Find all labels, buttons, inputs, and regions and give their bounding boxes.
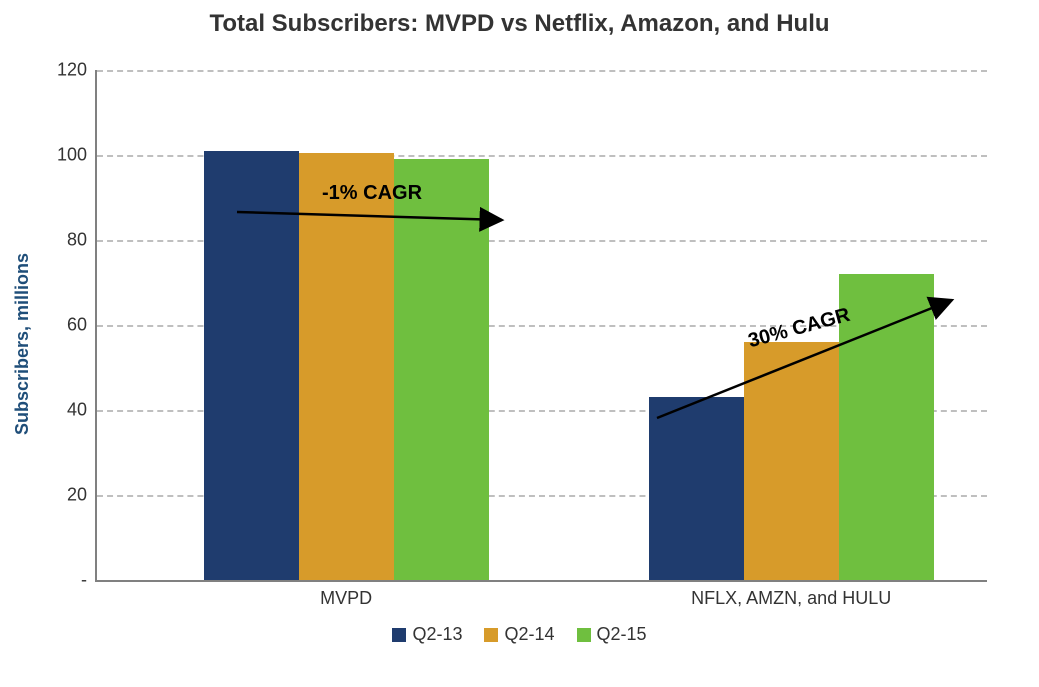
y-tick-label: 80 [67, 230, 97, 251]
y-tick-label: 40 [67, 400, 97, 421]
legend: Q2-13 Q2-14 Q2-15 [0, 624, 1039, 645]
bar-stream-q214 [744, 342, 839, 580]
annotation-text: -1% CAGR [322, 182, 422, 205]
y-tick-label: 20 [67, 485, 97, 506]
category-label: MVPD [186, 580, 506, 609]
subscribers-chart: Total Subscribers: MVPD vs Netflix, Amaz… [0, 0, 1039, 687]
legend-swatch [484, 628, 498, 642]
bar-mvpd-q214 [299, 153, 394, 580]
plot-area: -20406080100120MVPDNFLX, AMZN, and HULU-… [95, 70, 987, 582]
legend-label: Q2-14 [504, 624, 554, 645]
bar-mvpd-q213 [204, 151, 299, 580]
category-label: NFLX, AMZN, and HULU [631, 580, 951, 609]
bar-stream-q215 [839, 274, 934, 580]
bar-stream-q213 [649, 397, 744, 580]
y-tick-label: - [81, 570, 97, 591]
y-tick-label: 60 [67, 315, 97, 336]
legend-item-q215: Q2-15 [577, 624, 647, 645]
y-axis-label: Subscribers, millions [12, 253, 33, 435]
legend-label: Q2-15 [597, 624, 647, 645]
y-tick-label: 120 [57, 60, 97, 81]
legend-item-q213: Q2-13 [392, 624, 462, 645]
grid-line [97, 70, 987, 72]
legend-label: Q2-13 [412, 624, 462, 645]
legend-swatch [392, 628, 406, 642]
chart-title: Total Subscribers: MVPD vs Netflix, Amaz… [0, 10, 1039, 38]
legend-item-q214: Q2-14 [484, 624, 554, 645]
legend-swatch [577, 628, 591, 642]
y-tick-label: 100 [57, 145, 97, 166]
bar-mvpd-q215 [394, 159, 489, 580]
